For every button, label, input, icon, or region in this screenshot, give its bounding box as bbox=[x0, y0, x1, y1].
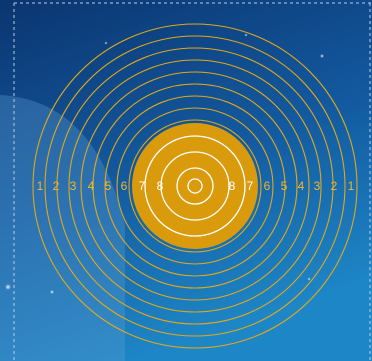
star-sparkle bbox=[5, 284, 11, 290]
scoring-ring bbox=[80, 71, 310, 301]
scoring-ring bbox=[44, 35, 346, 337]
ring-score-label: 7 bbox=[247, 179, 254, 193]
ring-score-label: 3 bbox=[314, 179, 321, 193]
ring-score-label: 3 bbox=[70, 179, 77, 193]
ring-score-label: 1 bbox=[348, 179, 355, 193]
star-sparkle bbox=[104, 41, 108, 45]
scoring-ring bbox=[32, 23, 358, 349]
scoring-ring bbox=[144, 135, 246, 237]
ring-score-label: 5 bbox=[105, 179, 112, 193]
ring-score-label: 6 bbox=[121, 179, 128, 193]
scoring-ring bbox=[56, 47, 334, 325]
star-sparkle bbox=[307, 277, 311, 281]
target-black-area bbox=[132, 123, 258, 249]
star-sparkle bbox=[320, 54, 324, 58]
ring-score-label: 6 bbox=[264, 179, 271, 193]
scoring-ring bbox=[104, 95, 286, 277]
scoring-ring bbox=[116, 107, 274, 265]
ring-score-label: 8 bbox=[157, 179, 164, 193]
target-center-ring bbox=[187, 178, 203, 194]
planet-arc-decoration bbox=[0, 95, 125, 361]
ring-score-label: 7 bbox=[139, 179, 146, 193]
ring-score-label: 4 bbox=[88, 179, 95, 193]
scoring-ring bbox=[128, 119, 262, 253]
scoring-ring bbox=[160, 151, 230, 221]
ring-score-label: 1 bbox=[37, 179, 44, 193]
ring-score-label: 8 bbox=[229, 179, 236, 193]
scoring-ring bbox=[176, 167, 214, 205]
scoring-rings bbox=[32, 23, 358, 349]
ring-score-label: 4 bbox=[298, 179, 305, 193]
scoring-ring bbox=[68, 59, 322, 313]
ring-score-label: 2 bbox=[331, 179, 338, 193]
scoring-ring bbox=[92, 83, 298, 289]
star-sparkle bbox=[244, 33, 248, 37]
ring-score-label: 5 bbox=[281, 179, 288, 193]
ring-score-label: 2 bbox=[53, 179, 60, 193]
star-sparkle bbox=[50, 290, 54, 294]
